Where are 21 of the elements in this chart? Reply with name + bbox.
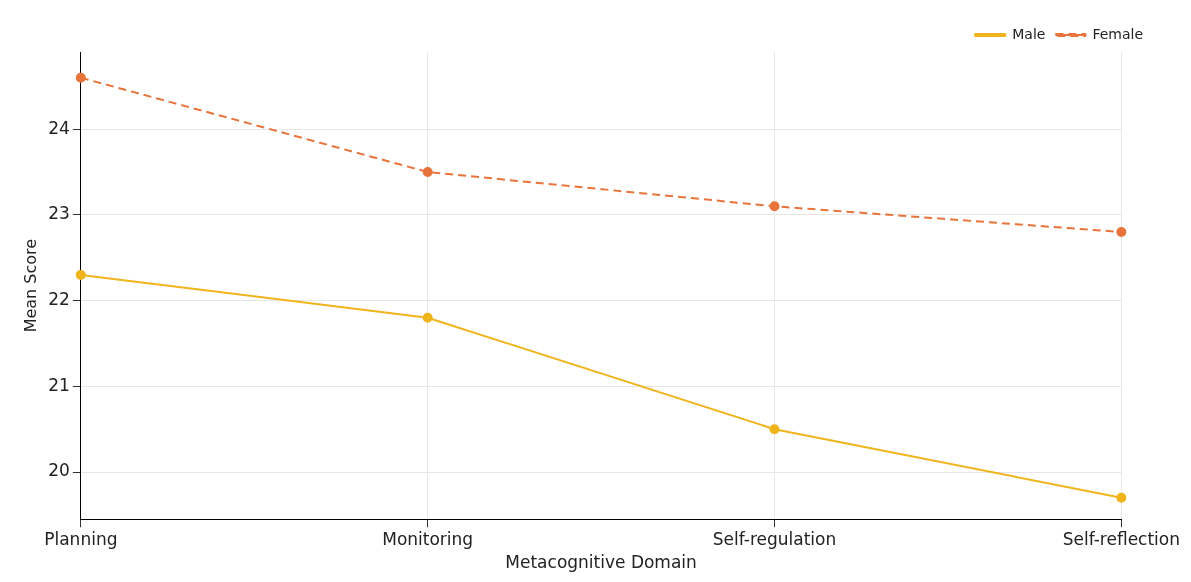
point	[422, 167, 433, 178]
point	[769, 424, 780, 435]
x-tick-label: Monitoring	[382, 528, 474, 549]
y-axis-title: Mean Score	[20, 238, 40, 333]
legend-label: Female	[1092, 25, 1143, 42]
y-tick-label: 22	[48, 289, 70, 310]
point	[75, 269, 86, 280]
x-tick-label: Planning	[44, 528, 118, 549]
x-axis-title: Metacognitive Domain	[505, 552, 697, 573]
point	[1116, 227, 1127, 238]
x-tick-label: Self-regulation	[712, 528, 837, 549]
y-tick-label: 23	[48, 203, 70, 224]
point	[769, 201, 780, 212]
legend-label: Male	[1012, 25, 1046, 42]
point	[1116, 492, 1127, 503]
y-tick-label: 20	[48, 460, 70, 481]
y-tick-label: 21	[48, 374, 70, 395]
point	[75, 72, 86, 83]
x-tick-label: Self-reflection	[1062, 528, 1181, 549]
y-tick-label: 24	[48, 117, 70, 138]
point	[422, 312, 433, 323]
